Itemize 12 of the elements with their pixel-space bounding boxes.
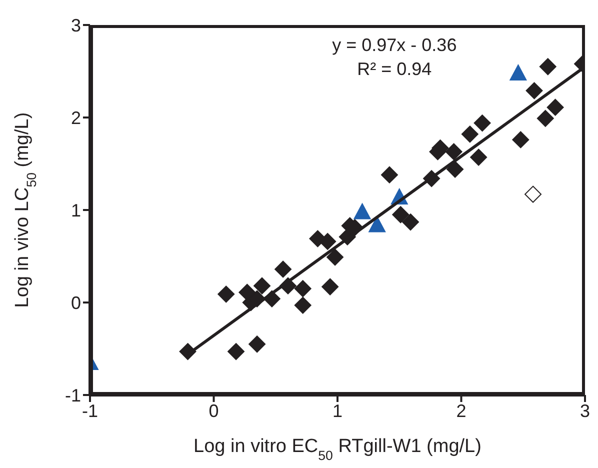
annotation: R² = 0.94 (356, 59, 433, 80)
y-tick-label: -1 (64, 385, 81, 406)
x-tick-label: 3 (580, 400, 590, 421)
y-tick-label: 2 (70, 108, 81, 128)
x-axis-title: Log in vitro EC$_{50}$ RTgill-W1 (mg/L) (194, 436, 482, 462)
x-tick-label: 2 (456, 400, 466, 421)
y-tick-label: 3 (70, 15, 81, 36)
y-tick-label: 0 (70, 292, 81, 313)
x-tick-label: 0 (208, 400, 219, 421)
x-tick-label: 1 (332, 400, 343, 421)
annotation: y = 0.97x - 0.36 (331, 35, 458, 56)
y-tick-label: 1 (70, 200, 81, 220)
